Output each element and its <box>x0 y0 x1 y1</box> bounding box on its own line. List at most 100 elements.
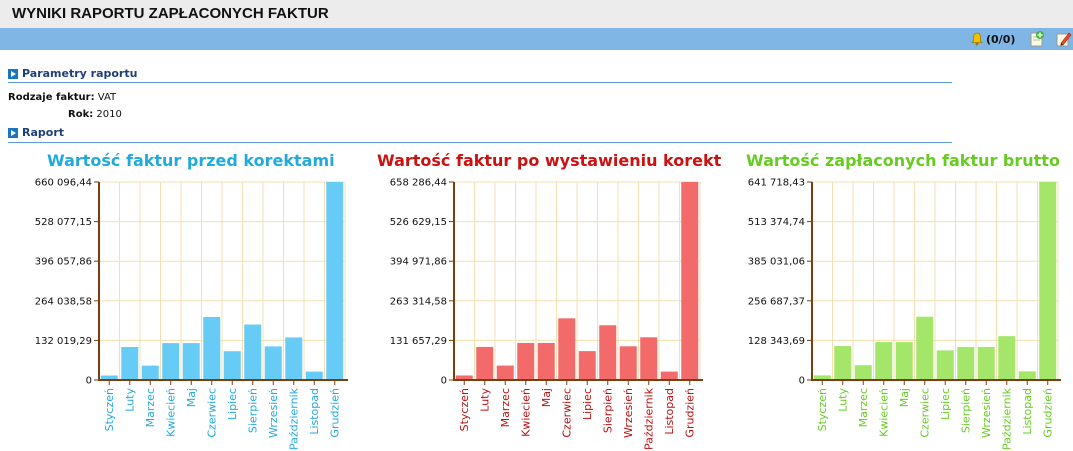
bar-listopad <box>1018 371 1036 380</box>
page-title: WYNIKI RAPORTU ZAPŁACONYCH FAKTUR <box>12 5 329 22</box>
params-section-header[interactable]: Parametry raportu <box>8 67 137 80</box>
y-tick-label: 0 <box>441 376 447 387</box>
notifications-button[interactable]: (0/0) <box>970 31 1015 47</box>
bar-kwiecień <box>517 343 535 380</box>
x-tick-label: Sierpień <box>246 388 259 433</box>
expand-arrow-icon <box>8 68 18 79</box>
x-tick-label: Luty <box>836 388 849 412</box>
bar-listopad <box>660 371 678 380</box>
y-tick-label: 513 374,74 <box>748 217 805 228</box>
bar-luty <box>476 346 494 380</box>
bar-czerwiec <box>916 316 934 380</box>
x-tick-label: Wrzesień <box>980 388 993 438</box>
bar-listopad <box>305 371 323 380</box>
y-tick-label: 264 038,58 <box>35 296 92 307</box>
x-tick-label: Listopad <box>308 388 321 435</box>
x-tick-label: Lipiec <box>939 388 952 420</box>
bar-sierpień <box>599 325 617 380</box>
x-tick-label: Grudzień <box>683 388 696 438</box>
param-rodzaje-label: Rodzaje faktur: <box>8 92 95 103</box>
bar-lipiec <box>578 351 596 380</box>
report-section-title: Raport <box>22 126 65 139</box>
bar-październik <box>285 337 303 380</box>
x-tick-label: Lipiec <box>226 388 239 420</box>
x-tick-label: Kwiecień <box>164 388 177 437</box>
x-tick-label: Czerwiec <box>918 388 931 438</box>
notifications-count: (0/0) <box>986 32 1016 46</box>
report-section-header[interactable]: Raport <box>8 126 64 139</box>
x-tick-label: Listopad <box>663 388 676 435</box>
x-tick-label: Sierpień <box>601 388 614 433</box>
param-rok: Rok: 2010 <box>68 109 122 120</box>
y-tick-label: 528 077,15 <box>35 217 92 228</box>
bar-grudzień <box>1039 182 1057 380</box>
x-tick-label: Październik <box>1000 387 1013 450</box>
bar-czerwiec <box>203 317 221 380</box>
chart-title-after-corrections: Wartość faktur po wystawieniu korekt <box>377 151 722 170</box>
x-tick-label: Luty <box>123 388 136 412</box>
bar-wrzesień <box>977 346 995 380</box>
x-tick-label: Maj <box>540 388 553 407</box>
edit-document-icon[interactable] <box>1054 30 1072 48</box>
params-section-title: Parametry raportu <box>22 67 138 80</box>
bar-marzec <box>141 365 159 380</box>
bar-wrzesień <box>619 346 637 380</box>
chart-title-before-corrections: Wartość faktur przed korektami <box>47 151 335 170</box>
bar-marzec <box>496 365 514 380</box>
y-tick-label: 0 <box>799 376 805 387</box>
chart-before-corrections: 0 132 019,29 264 038,58 396 057,86 528 077,1… <box>35 178 348 450</box>
bar-maj <box>537 343 555 380</box>
x-tick-label: Kwiecień <box>519 388 532 437</box>
chart-title-paid-gross: Wartość zapłaconych faktur brutto <box>746 151 1060 170</box>
x-tick-label: Styczeń <box>103 388 116 431</box>
param-rok-value: 2010 <box>96 109 122 120</box>
param-rodzaje: Rodzaje faktur: VAT <box>8 92 116 103</box>
x-tick-label: Maj <box>185 388 198 407</box>
x-tick-label: Marzec <box>499 388 512 427</box>
title-bar: WYNIKI RAPORTU ZAPŁACONYCH FAKTUR <box>0 0 1073 28</box>
x-tick-label: Styczeń <box>458 388 471 431</box>
y-tick-label: 641 718,43 <box>748 178 805 189</box>
bar-luty <box>121 347 139 380</box>
y-tick-label: 256 687,37 <box>748 296 805 307</box>
toolbar <box>0 28 1073 50</box>
x-tick-label: Grudzień <box>1041 388 1054 438</box>
param-rodzaje-value: VAT <box>97 92 117 103</box>
bar-luty <box>834 346 852 380</box>
x-tick-label: Marzec <box>857 388 870 427</box>
bar-styczeń <box>455 375 473 380</box>
bar-październik <box>998 336 1016 380</box>
chart-paid-gross: 0 128 343,69 256 687,37 385 031,06 513 374,7… <box>748 178 1061 450</box>
x-tick-label: Kwiecień <box>877 388 890 437</box>
y-tick-label: 658 286,44 <box>390 178 447 189</box>
bar-styczeń <box>813 375 831 380</box>
y-tick-label: 396 057,86 <box>35 257 92 268</box>
y-tick-label: 660 096,44 <box>35 178 92 189</box>
x-tick-label: Luty <box>478 388 491 412</box>
x-tick-label: Wrzesień <box>267 388 280 438</box>
divider <box>8 142 952 143</box>
x-tick-label: Sierpień <box>959 388 972 433</box>
x-tick-label: Marzec <box>144 388 157 427</box>
bar-kwiecień <box>875 342 893 380</box>
bar-czerwiec <box>558 318 576 380</box>
bar-maj <box>895 342 913 380</box>
param-rok-label: Rok: <box>68 109 94 120</box>
x-tick-label: Czerwiec <box>205 388 218 438</box>
x-tick-label: Październik <box>642 387 655 450</box>
bar-kwiecień <box>162 343 180 380</box>
divider <box>8 82 952 83</box>
add-document-icon[interactable] <box>1028 30 1046 48</box>
bell-icon <box>971 32 983 46</box>
bar-lipiec <box>223 351 241 380</box>
bar-marzec <box>854 365 872 380</box>
bar-grudzień <box>681 182 699 380</box>
bar-sierpień <box>244 324 262 380</box>
x-tick-label: Wrzesień <box>622 388 635 438</box>
bar-sierpień <box>957 346 975 380</box>
x-tick-label: Lipiec <box>581 388 594 420</box>
y-tick-label: 131 657,29 <box>390 336 447 347</box>
x-tick-label: Styczeń <box>816 388 829 431</box>
bar-maj <box>182 343 200 380</box>
x-tick-label: Grudzień <box>328 388 341 438</box>
